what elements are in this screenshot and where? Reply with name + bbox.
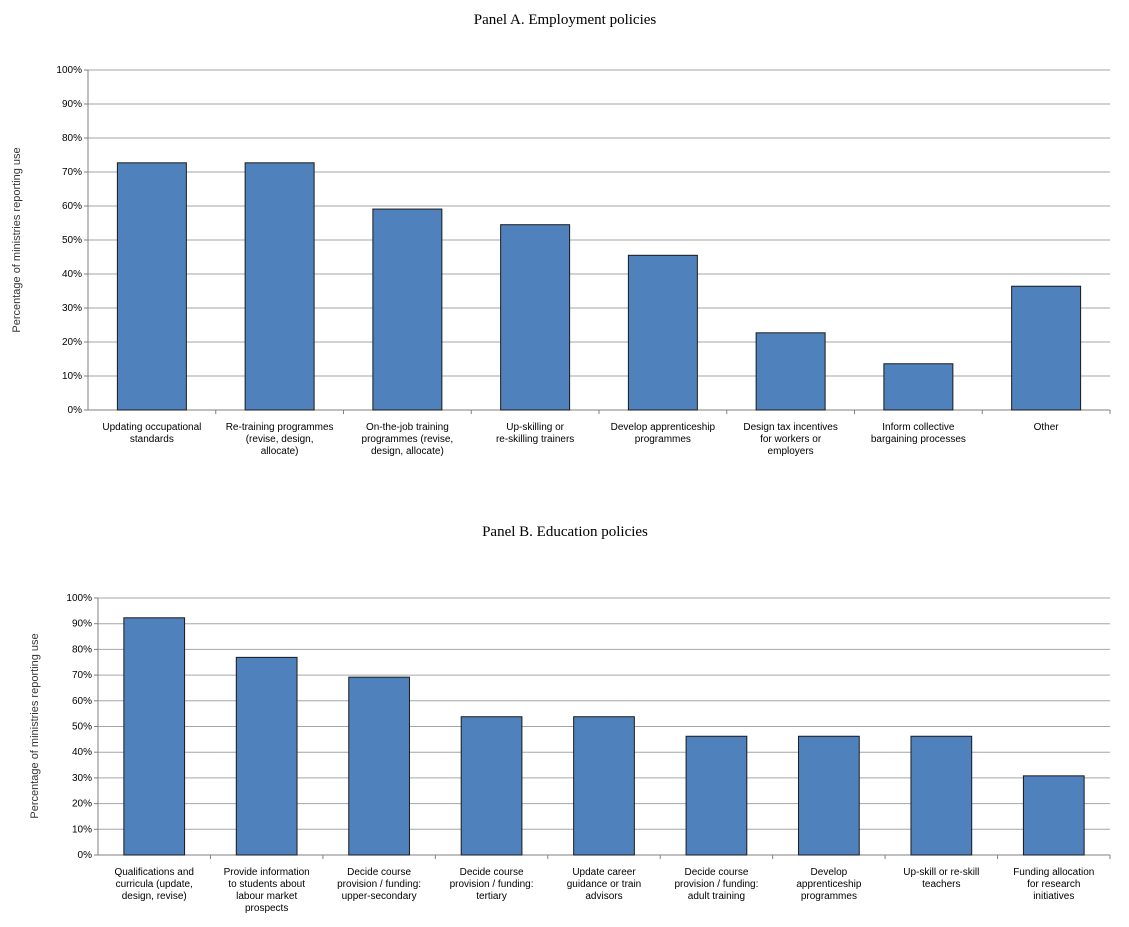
bar (1011, 285, 1082, 411)
bar (235, 656, 298, 856)
x-tick-label: Decide course provision / funding: upper-s… (337, 867, 421, 902)
x-tick-label: Decide course provision / funding: adult t… (674, 867, 758, 902)
x-tick-label: Qualifications and curricula (update, desi… (114, 867, 194, 902)
bar (116, 162, 187, 411)
y-tick-label: 60% (72, 696, 92, 707)
x-tick-label: Provide information to students about labo… (224, 867, 310, 914)
x-tick-label: Inform collective bargaining processes (871, 422, 966, 445)
y-tick-label: 40% (72, 747, 92, 758)
y-tick-label: 80% (72, 644, 92, 655)
bar (883, 363, 954, 411)
x-tick-label: Develop apprenticeship programmes (611, 422, 716, 445)
y-axis-title: Percentage of ministries reporting use (11, 147, 23, 332)
y-tick-label: 90% (72, 619, 92, 630)
bar (348, 676, 410, 856)
y-tick-label: 100% (56, 65, 82, 76)
x-tick-label: Funding allocation for research initiative… (1013, 867, 1094, 902)
x-tick-label: Re-training programmes (revise, design, al… (226, 422, 334, 457)
bar (798, 735, 860, 856)
y-axis-title: Percentage of ministries reporting use (29, 633, 41, 818)
bar (123, 617, 186, 856)
bar (910, 735, 973, 856)
y-tick-label: 90% (62, 99, 82, 110)
x-tick-label: Other (1034, 422, 1060, 433)
bar (573, 716, 635, 856)
y-tick-label: 40% (62, 269, 82, 280)
y-tick-label: 30% (62, 303, 82, 314)
y-tick-label: 0% (68, 405, 83, 416)
y-tick-label: 80% (62, 133, 82, 144)
bar (627, 254, 698, 411)
y-tick-label: 20% (62, 337, 82, 348)
y-tick-label: 60% (62, 201, 82, 212)
bar (1022, 775, 1085, 856)
y-tick-label: 0% (78, 850, 93, 861)
y-tick-label: 70% (72, 670, 92, 681)
x-tick-label: Update career guidance or train advisors (567, 867, 642, 902)
x-tick-label: Design tax incentives for workers or emplo… (743, 422, 838, 457)
y-tick-label: 50% (62, 235, 82, 246)
y-tick-label: 30% (72, 773, 92, 784)
bar (244, 162, 315, 411)
x-tick-label: Develop apprenticeship programmes (796, 867, 861, 902)
x-tick-label: Up-skilling or re-skilling trainers (496, 422, 574, 445)
chart-title: Panel B. Education policies (482, 524, 648, 540)
bar (685, 735, 748, 856)
bar (372, 208, 443, 411)
y-tick-label: 100% (66, 593, 92, 604)
x-tick-label: Decide course provision / funding: tertiar… (450, 867, 534, 902)
y-tick-label: 20% (72, 799, 92, 810)
y-tick-label: 10% (62, 371, 82, 382)
y-tick-label: 10% (72, 824, 92, 835)
x-tick-label: Up-skill or re-skill teachers (903, 867, 979, 890)
y-tick-label: 50% (72, 722, 92, 733)
x-tick-label: Updating occupational standards (102, 422, 201, 445)
bar (755, 332, 826, 411)
y-tick-label: 70% (62, 167, 82, 178)
chart-title: Panel A. Employment policies (474, 12, 657, 28)
bar (500, 224, 571, 411)
bar (460, 716, 523, 856)
x-tick-label: On-the-job training programmes (revise, de… (362, 422, 454, 457)
